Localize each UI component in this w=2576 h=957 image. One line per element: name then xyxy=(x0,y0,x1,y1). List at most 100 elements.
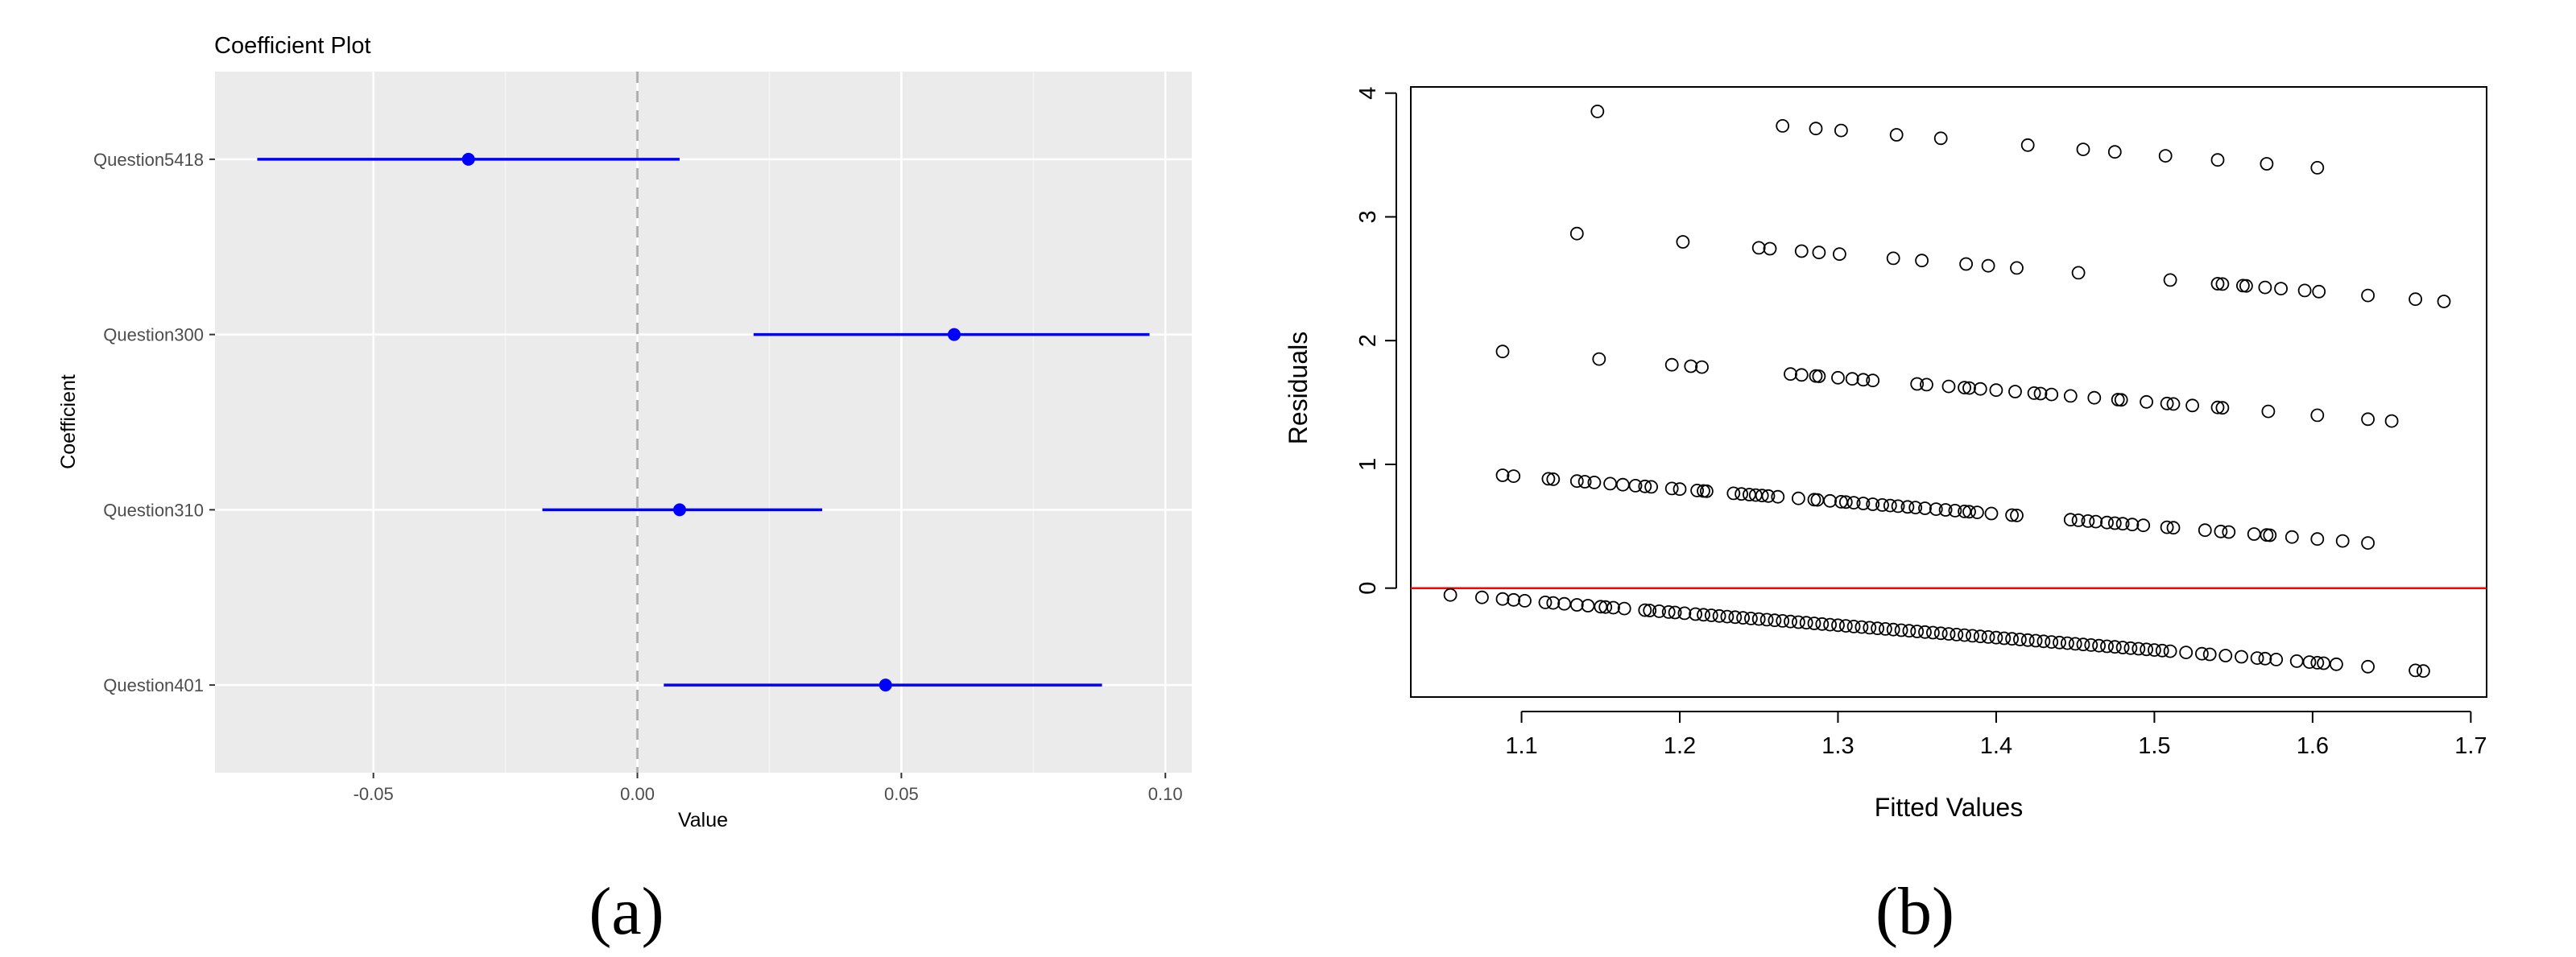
residual-point xyxy=(2092,638,2107,653)
residual-point xyxy=(2409,663,2423,678)
residual-point xyxy=(2081,514,2095,528)
residual-point xyxy=(2210,153,2225,167)
residual-point xyxy=(1538,596,1553,609)
residual-point xyxy=(1495,344,1510,359)
residual-point xyxy=(2215,401,2230,415)
y-tick-label: Question300 xyxy=(103,325,204,345)
residual-point xyxy=(2312,284,2326,299)
residual-point xyxy=(1866,497,1880,511)
residual-point xyxy=(1475,590,1489,604)
residual-point xyxy=(2302,655,2317,669)
residual-x-axis-label: Fitted Values xyxy=(1875,793,2023,822)
residual-point xyxy=(2297,283,2312,298)
residual-point xyxy=(2008,385,2022,398)
residual-point xyxy=(2063,389,2078,403)
residual-point xyxy=(1799,616,1813,630)
residual-point xyxy=(1981,258,1995,273)
residual-point xyxy=(1807,617,1821,630)
residual-point xyxy=(1910,625,1925,638)
residual-point xyxy=(2416,664,2430,679)
residual-point xyxy=(2222,525,2236,539)
residual-point xyxy=(2071,266,2086,280)
residual-point xyxy=(1809,122,1823,136)
residual-point xyxy=(2361,412,2375,427)
residual-point xyxy=(1854,620,1869,634)
residual-point xyxy=(1823,617,1838,632)
residual-point xyxy=(1871,621,1885,636)
y-tick-label: 0 xyxy=(1355,582,1381,595)
residual-point xyxy=(1638,479,1652,493)
residual-point xyxy=(1507,469,1521,483)
residual-point xyxy=(2089,514,2103,529)
residual-point xyxy=(1918,625,1932,639)
residual-point xyxy=(2132,641,2146,656)
residual-point xyxy=(1690,484,1705,497)
residual-point xyxy=(2100,515,2114,530)
residual-point xyxy=(1794,368,1809,382)
residual-point xyxy=(1856,497,1871,510)
residual-point xyxy=(2010,509,2024,522)
residual-point xyxy=(1590,104,1605,118)
residual-point xyxy=(2284,530,2299,544)
residual-point xyxy=(1933,626,1948,641)
residual-point xyxy=(2076,637,2090,652)
residual-point xyxy=(2115,517,2130,531)
coef-y-axis: Question5418 Question300 Question310 Questi… xyxy=(93,150,215,695)
x-tick-label: 0.05 xyxy=(884,784,919,804)
residual-point xyxy=(1776,614,1790,628)
residual-point xyxy=(2239,278,2253,293)
residual-point xyxy=(2215,277,2230,291)
residual-point xyxy=(2160,396,2174,410)
y-tick-label: Question5418 xyxy=(93,150,204,170)
residual-point xyxy=(1812,369,1826,383)
residual-point xyxy=(2310,532,2325,547)
residual-point xyxy=(2335,534,2350,548)
residual-point xyxy=(1569,226,1584,241)
residual-point xyxy=(1883,498,1897,513)
residual-point xyxy=(1834,123,1848,138)
x-tick-label: -0.05 xyxy=(354,784,394,804)
residual-point xyxy=(1950,628,1964,641)
residual-point xyxy=(2125,518,2140,532)
residual-point xyxy=(1900,500,1915,514)
residual-point xyxy=(1755,489,1769,503)
residual-point xyxy=(1606,600,1620,615)
residual-point xyxy=(1925,625,1940,640)
residual-point xyxy=(2310,408,2325,423)
residual-point xyxy=(2160,520,2174,534)
y-tick-label: Question401 xyxy=(103,675,204,695)
residual-point xyxy=(1846,620,1861,633)
estimate-question401 xyxy=(879,679,892,692)
residual-point xyxy=(1831,370,1845,385)
residual-point xyxy=(1845,372,1859,386)
residual-point xyxy=(1838,495,1853,509)
residual-point xyxy=(2235,650,2248,664)
y-tick-label: 3 xyxy=(1355,210,1381,223)
residual-point xyxy=(1908,501,1923,514)
residual-point xyxy=(1958,381,1972,395)
residual-point xyxy=(1577,475,1592,489)
residual-point xyxy=(1902,624,1916,638)
residual-point xyxy=(2210,277,2225,291)
residual-point xyxy=(1970,505,1984,519)
residual-point xyxy=(1941,627,1956,641)
x-tick-label: 1.3 xyxy=(1821,733,1854,759)
residual-point xyxy=(1546,596,1561,610)
residual-point xyxy=(1684,359,1698,373)
residual-point xyxy=(2005,632,2020,646)
residual-point xyxy=(2076,142,2090,157)
residual-points xyxy=(1443,104,2451,679)
residual-point xyxy=(2045,387,2059,402)
panel-label-b: (b) xyxy=(1875,874,1954,949)
residual-point xyxy=(1894,623,1908,637)
residual-plot: 1.1 1.2 1.3 1.4 1.5 1.6 1.7 0 1 2 3 4 Fitted Value… xyxy=(1284,86,2487,822)
residual-point xyxy=(1495,468,1510,482)
x-tick-label: 1.7 xyxy=(2454,733,2487,759)
residual-point xyxy=(1712,608,1726,623)
residual-point xyxy=(2163,644,2177,658)
residual-point xyxy=(2071,514,2086,527)
x-tick-label: 0.00 xyxy=(620,784,655,804)
coef-y-axis-label: Coefficient xyxy=(57,374,80,469)
residual-point xyxy=(1668,605,1682,620)
residual-point xyxy=(1891,499,1905,514)
